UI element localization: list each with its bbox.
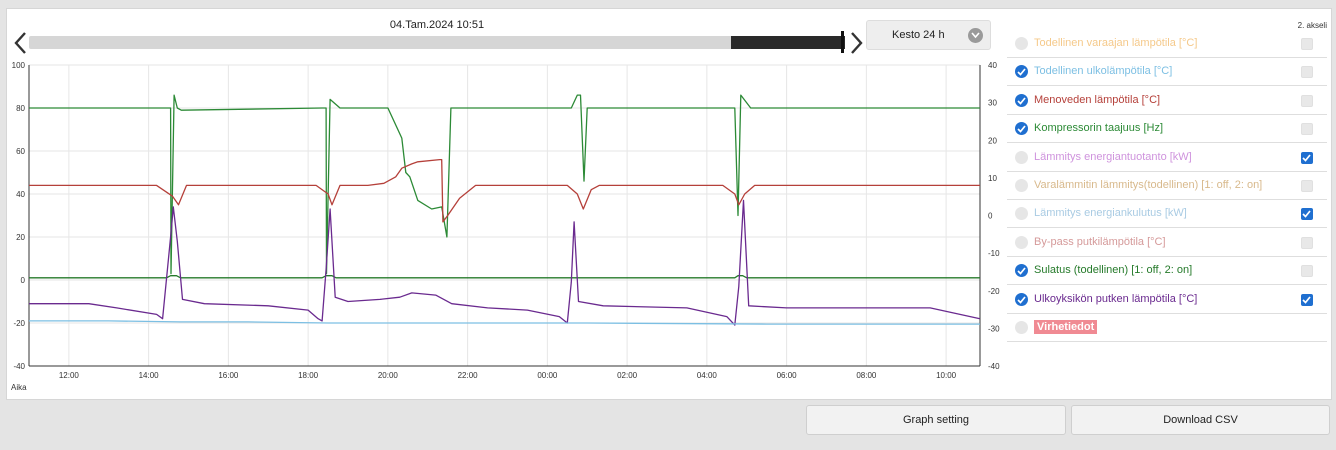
legend-item[interactable]: Varalämmitin lämmitys(todellinen) [1: of… [1007, 172, 1327, 200]
legend-item[interactable]: Todellinen varaajan lämpötila [°C] [1007, 30, 1327, 58]
graph-setting-button[interactable]: Graph setting [806, 405, 1066, 435]
y-left-tick-label: -40 [13, 362, 25, 371]
x-tick-label: 00:00 [537, 371, 558, 380]
x-tick-label: 20:00 [378, 371, 399, 380]
duration-label: Kesto 24 h [892, 29, 945, 41]
legend-item-label: Virhetiedot [1034, 320, 1098, 334]
y-right-tick-label: -10 [988, 249, 1000, 258]
y-right-tick-label: 20 [988, 136, 997, 145]
axis2-checkbox[interactable] [1301, 180, 1313, 192]
download-csv-button[interactable]: Download CSV [1071, 405, 1330, 435]
legend-item[interactable]: By-pass putkilämpötila [°C] [1007, 229, 1327, 257]
series-line [29, 275, 980, 279]
duration-select[interactable]: Kesto 24 h [866, 20, 991, 50]
series-line [29, 94, 980, 275]
y-left-tick-label: 60 [16, 147, 25, 156]
y-right-tick-label: 10 [988, 174, 997, 183]
axis2-header: 2. akseli [1297, 21, 1327, 30]
x-tick-label: 10:00 [936, 371, 957, 380]
y-right-tick-label: -30 [988, 324, 1000, 333]
legend-item-label: Varalämmitin lämmitys(todellinen) [1: of… [1034, 179, 1263, 191]
legend-item-label: Ulkoyksikön putken lämpötila [°C] [1034, 292, 1198, 305]
prev-arrow-icon[interactable] [10, 29, 32, 57]
checked-circle-icon[interactable] [1015, 264, 1028, 278]
x-tick-label: 16:00 [218, 371, 239, 380]
legend-item-label: Kompressorin taajuus [Hz] [1034, 122, 1163, 135]
y-left-tick-label: 100 [12, 61, 26, 70]
axis2-checkbox[interactable] [1301, 94, 1313, 107]
checked-circle-icon[interactable] [1015, 122, 1028, 136]
y-left-tick-label: 40 [16, 190, 25, 199]
legend-item-label: Sulatus (todellinen) [1: off, 2: on] [1034, 264, 1193, 277]
checked-circle-icon[interactable] [1015, 65, 1028, 79]
y-right-tick-label: -40 [988, 362, 1000, 371]
unchecked-circle-icon[interactable] [1015, 37, 1028, 50]
chevron-down-icon [968, 28, 983, 43]
axis2-checkbox[interactable] [1301, 236, 1313, 249]
time-scrollbar-end-marker [841, 31, 844, 53]
y-right-tick-label: 30 [988, 99, 997, 108]
axis2-checkbox[interactable] [1301, 151, 1313, 164]
axis2-checkbox[interactable] [1301, 66, 1313, 79]
series-line [29, 158, 980, 223]
unchecked-circle-icon[interactable] [1015, 321, 1028, 334]
x-tick-label: 22:00 [458, 371, 479, 380]
x-tick-label: 14:00 [139, 371, 160, 380]
legend-item-label: By-pass putkilämpötila [°C] [1034, 235, 1166, 248]
legend-item-label: Todellinen ulkolämpötila [°C] [1034, 65, 1173, 78]
legend-item[interactable]: Ulkoyksikön putken lämpötila [°C] [1007, 286, 1327, 314]
y-left-tick-label: 80 [16, 104, 25, 113]
legend-item[interactable]: Lämmitys energiankulutus [kW] [1007, 200, 1327, 229]
chart-panel: 04.Tam.2024 10:51 Kesto 24 h 100 80 60 40 20… [6, 8, 1332, 400]
legend-item[interactable]: Kompressorin taajuus [Hz] [1007, 115, 1327, 144]
line-chart: 100806040200-20-40403020100-10-20-30-401… [11, 61, 1000, 392]
unchecked-circle-icon[interactable] [1015, 207, 1028, 221]
legend-item[interactable]: Sulatus (todellinen) [1: off, 2: on] [1007, 257, 1327, 286]
unchecked-circle-icon[interactable] [1015, 179, 1028, 192]
y-left-tick-label: 20 [16, 233, 25, 242]
axis2-checkbox[interactable] [1301, 123, 1313, 136]
y-right-tick-label: 0 [988, 212, 993, 221]
y-left-tick-label: 0 [21, 276, 26, 285]
time-scrollbar-thumb[interactable] [731, 36, 845, 49]
x-tick-label: 02:00 [617, 371, 638, 380]
axis2-checkbox[interactable] [1301, 265, 1313, 278]
axis2-checkbox[interactable] [1301, 208, 1313, 221]
axis2-checkbox[interactable] [1301, 38, 1313, 50]
time-scrollbar[interactable] [29, 36, 845, 49]
legend-item[interactable]: Virhetiedot [1007, 314, 1327, 342]
unchecked-circle-icon[interactable] [1015, 150, 1028, 164]
legend-item-label: Menoveden lämpötila [°C] [1034, 93, 1161, 106]
legend-item[interactable]: Menoveden lämpötila [°C] [1007, 87, 1327, 115]
unchecked-circle-icon[interactable] [1015, 235, 1028, 249]
series-line [29, 199, 981, 326]
x-tick-label: 04:00 [697, 371, 718, 380]
x-tick-label: 12:00 [59, 371, 80, 380]
y-right-tick-label: -20 [988, 287, 1000, 296]
series-line [29, 320, 980, 325]
x-axis-label: Aika [11, 383, 27, 392]
legend-item-label: Lämmitys energiantuotanto [kW] [1034, 150, 1192, 163]
checked-circle-icon[interactable] [1015, 292, 1028, 306]
axis2-checkbox[interactable] [1301, 293, 1313, 306]
legend-item[interactable]: Todellinen ulkolämpötila [°C] [1007, 58, 1327, 87]
next-arrow-icon[interactable] [845, 29, 867, 57]
datetime-label: 04.Tam.2024 10:51 [389, 19, 485, 31]
x-tick-label: 18:00 [298, 371, 319, 380]
legend-item-label: Lämmitys energiankulutus [kW] [1034, 207, 1187, 220]
legend-item-label: Todellinen varaajan lämpötila [°C] [1034, 37, 1198, 49]
legend-item[interactable]: Lämmitys energiantuotanto [kW] [1007, 144, 1327, 172]
y-left-tick-label: -20 [13, 319, 25, 328]
checked-circle-icon[interactable] [1015, 93, 1028, 107]
y-right-tick-label: 40 [988, 61, 997, 70]
x-tick-label: 08:00 [856, 371, 877, 380]
x-tick-label: 06:00 [777, 371, 798, 380]
